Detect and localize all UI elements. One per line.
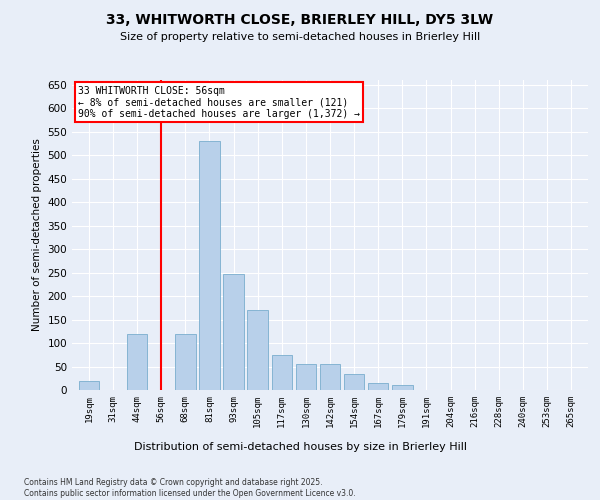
Bar: [127, 334, 148, 390]
Bar: [320, 364, 340, 390]
Bar: [79, 380, 99, 390]
Y-axis label: Number of semi-detached properties: Number of semi-detached properties: [32, 138, 42, 332]
Bar: [344, 374, 364, 390]
Text: 33, WHITWORTH CLOSE, BRIERLEY HILL, DY5 3LW: 33, WHITWORTH CLOSE, BRIERLEY HILL, DY5 …: [106, 12, 494, 26]
Bar: [247, 310, 268, 390]
Bar: [272, 355, 292, 390]
Text: 33 WHITWORTH CLOSE: 56sqm
← 8% of semi-detached houses are smaller (121)
90% of : 33 WHITWORTH CLOSE: 56sqm ← 8% of semi-d…: [78, 86, 360, 119]
Text: Contains HM Land Registry data © Crown copyright and database right 2025.
Contai: Contains HM Land Registry data © Crown c…: [24, 478, 356, 498]
Bar: [175, 334, 196, 390]
Text: Size of property relative to semi-detached houses in Brierley Hill: Size of property relative to semi-detach…: [120, 32, 480, 42]
Bar: [223, 274, 244, 390]
Bar: [368, 383, 388, 390]
Bar: [392, 386, 413, 390]
Text: Distribution of semi-detached houses by size in Brierley Hill: Distribution of semi-detached houses by …: [133, 442, 467, 452]
Bar: [199, 141, 220, 390]
Bar: [296, 364, 316, 390]
